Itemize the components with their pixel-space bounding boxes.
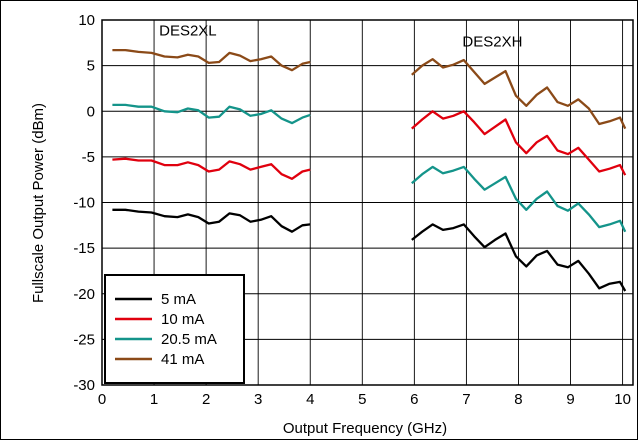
x-tick-label: 10	[614, 391, 631, 408]
legend-box	[104, 274, 245, 384]
series-line	[112, 48, 311, 72]
y-tick-label: 0	[87, 103, 95, 120]
x-tick-label: 4	[306, 391, 314, 408]
series-20-5-ma	[112, 103, 627, 233]
series-line	[411, 165, 627, 233]
legend-label: 5 mA	[161, 291, 196, 308]
series-line	[411, 58, 627, 130]
y-axis-label: Fullscale Output Power (dBm)	[30, 103, 47, 303]
annotation-label: DES2XH	[462, 33, 522, 50]
series-41-ma	[112, 48, 627, 130]
x-tick-label: 8	[514, 391, 522, 408]
y-tick-label: 10	[78, 12, 95, 29]
legend-label: 41 mA	[161, 351, 204, 368]
x-tick-label: 5	[358, 391, 366, 408]
legend-label: 10 mA	[161, 311, 204, 328]
legend: 5 mA 10 mA 20.5 mA 41 mA	[104, 274, 245, 384]
series-line	[112, 103, 311, 125]
y-tick-label: -30	[73, 377, 95, 394]
x-tick-label: 0	[98, 391, 106, 408]
axes: 0 1 2 3 4 5 6 7 8 9 10 -30 -25 -20 -15 -10 -5 0 5 10	[73, 12, 634, 408]
plot-series	[112, 48, 627, 292]
legend-label: 20.5 mA	[161, 331, 217, 348]
x-tick-label: 7	[462, 391, 470, 408]
series-line	[411, 110, 627, 176]
series-line	[112, 208, 311, 233]
plot-frame	[101, 19, 634, 386]
y-tick-label: -25	[73, 331, 95, 348]
x-tick-label: 3	[254, 391, 262, 408]
x-tick-label: 9	[566, 391, 574, 408]
y-tick-label: -15	[73, 240, 95, 257]
series-line	[411, 223, 627, 292]
y-tick-label: -20	[73, 286, 95, 303]
series-line	[112, 157, 311, 180]
y-tick-label: -5	[82, 149, 95, 166]
y-tick-label: 5	[87, 58, 95, 75]
series-10-ma	[112, 110, 627, 180]
series-5-ma	[112, 208, 627, 292]
x-axis-label: Output Frequency (GHz)	[283, 420, 447, 437]
x-tick-label: 2	[202, 391, 210, 408]
annotation-label: DES2XL	[159, 23, 217, 40]
x-tick-label: 1	[150, 391, 158, 408]
x-tick-label: 6	[410, 391, 418, 408]
annotations: DES2XL DES2XH	[159, 23, 522, 51]
y-tick-label: -10	[73, 195, 95, 212]
